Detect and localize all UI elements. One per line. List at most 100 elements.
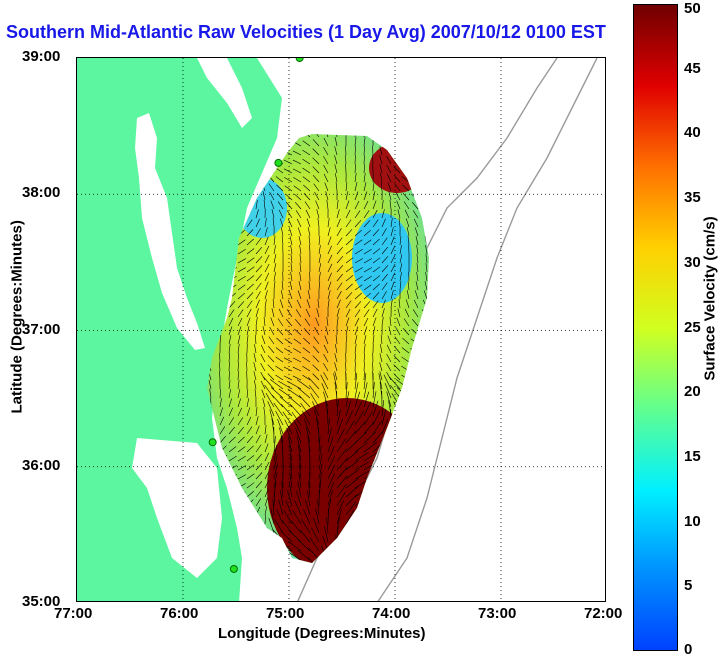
velocity-arrow [264,218,267,228]
colorbar-tick-label: 0 [684,641,693,658]
velocity-arrow [292,375,302,381]
velocity-arrow [275,140,284,147]
velocity-arrow [415,236,419,246]
velocity-arrow [255,498,262,507]
velocity-arrow [398,299,401,309]
velocity-arrow [401,356,410,363]
velocity-arrow [378,373,383,390]
velocity-arrow [406,403,419,417]
velocity-arrow [411,201,419,210]
velocity-arrow [283,168,293,174]
velocity-arrow [409,168,419,174]
velocity-arrow [345,460,359,471]
velocity-arrow [327,263,333,273]
velocity-arrow [354,239,363,246]
velocity-arrow [396,508,401,525]
velocity-arrow [255,291,261,300]
velocity-arrow [363,182,367,192]
velocity-arrow [293,419,302,435]
velocity-arrow [422,218,428,228]
velocity-arrow [312,364,320,372]
velocity-arrow [237,508,245,516]
velocity-arrow [289,445,293,462]
velocity-arrow [445,272,447,281]
velocity-arrow [323,344,329,354]
velocity-arrow [283,510,293,525]
velocity-arrow [390,290,394,300]
velocity-arrow [263,376,275,390]
velocity-arrow [354,452,369,462]
velocity-arrow [345,308,351,318]
colorbar-gradient [634,5,677,650]
velocity-arrow [264,425,267,435]
velocity-arrow [327,481,335,498]
velocity-arrow [345,275,354,282]
velocity-arrow [398,499,401,516]
velocity-arrow [354,535,360,552]
velocity-arrow [228,426,235,435]
velocity-arrow [299,529,311,543]
colorbar-tick-label: 35 [684,189,701,207]
velocity-arrow [346,119,348,128]
velocity-arrow [246,507,253,516]
velocity-arrow [429,509,436,524]
velocity-arrow [407,481,410,498]
velocity-arrow [402,337,410,345]
velocity-arrow [354,421,366,435]
velocity-arrow [302,149,311,156]
velocity-arrow [394,517,401,534]
velocity-arrow [439,175,445,182]
velocity-arrow [415,463,419,480]
velocity-arrow [345,361,347,372]
map-plot-area [76,57,606,602]
velocity-arrow [278,499,284,516]
velocity-arrow [296,379,311,390]
velocity-arrow [422,436,428,453]
velocity-arrow [255,434,261,444]
velocity-arrow [435,445,436,461]
velocity-arrow [363,249,372,255]
velocity-arrow [372,502,383,516]
velocity-arrow [379,164,383,174]
velocity-arrow [429,338,436,344]
velocity-arrow [372,238,380,246]
velocity-arrow [336,246,343,255]
velocity-arrow [409,357,419,363]
velocity-arrow [312,157,320,165]
velocity-arrow [255,463,263,471]
velocity-arrow [325,326,329,336]
velocity-arrow [228,491,237,498]
velocity-arrow [255,218,260,228]
velocity-arrow [363,391,370,408]
velocity-arrow [345,317,350,327]
velocity-arrow [404,499,410,516]
velocity-arrow [345,502,356,516]
velocity-arrow [372,535,376,552]
velocity-arrow [265,393,275,408]
velocity-arrow [295,427,302,444]
velocity-arrow [246,533,250,543]
velocity-arrow [372,526,378,543]
velocity-arrow [246,516,252,525]
velocity-arrow [410,419,419,435]
velocity-arrow [228,389,232,399]
velocity-arrow [345,266,354,273]
velocity-arrow [219,454,228,462]
velocity-arrow [381,246,389,255]
velocity-arrow [445,281,446,290]
velocity-arrow [246,229,254,237]
velocity-arrow [333,544,338,561]
velocity-arrow [267,157,275,165]
velocity-arrow [390,236,395,246]
velocity-arrow [264,254,270,264]
velocity-arrow [284,338,293,345]
velocity-arrow [298,454,302,471]
velocity-arrow [372,134,375,138]
velocity-arrow [301,519,311,534]
velocity-arrow [281,403,293,417]
velocity-arrow [432,309,436,317]
velocity-arrow [345,509,355,525]
velocity-arrow [432,210,436,218]
velocity-arrow [414,227,419,237]
velocity-arrow [345,410,354,426]
